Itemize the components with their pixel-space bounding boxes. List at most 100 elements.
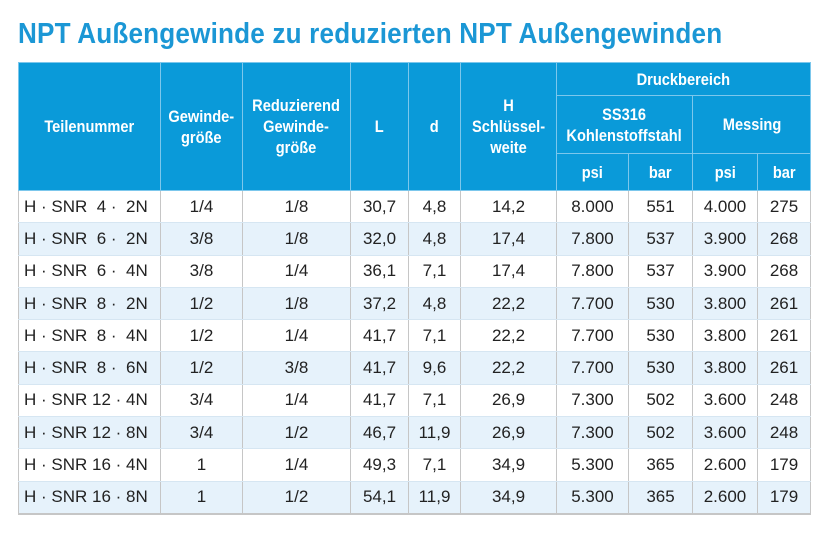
cell-diameter: 11,9: [408, 481, 461, 515]
header-psi-ss316: psi: [556, 153, 629, 191]
header-d: d: [408, 62, 461, 191]
cell-brass-bar: 275: [756, 190, 812, 224]
header-ss316: SS316 Kohlenstoffstahl: [556, 95, 693, 154]
cell-ss316-psi: 7.300: [556, 384, 629, 418]
page-title: NPT Außengewinde zu reduzierten NPT Auße…: [18, 18, 723, 50]
cell-brass-bar: 261: [756, 287, 812, 321]
cell-ss316-bar: 502: [628, 384, 693, 418]
table-row: H · SNR 4 · 2N 1/4 1/8 30,7 4,8 14,2 8.000 551 4…: [18, 190, 812, 224]
cell-thread-size: 1: [160, 448, 243, 482]
cell-ss316-psi: 7.700: [556, 287, 629, 321]
table-row: H · SNR 16 · 4N 1 1/4 49,3 7,1 34,9 5.300 365 2.…: [18, 448, 812, 482]
table-row: H · SNR 8 · 4N 1/2 1/4 41,7 7,1 22,2 7.700 530 3…: [18, 319, 812, 353]
cell-length: 49,3: [350, 448, 409, 482]
cell-ss316-psi: 7.800: [556, 222, 629, 256]
cell-ss316-bar: 365: [628, 481, 693, 515]
cell-reduced-thread-size: 1/4: [242, 255, 351, 288]
cell-ss316-psi: 5.300: [556, 448, 629, 482]
cell-length: 36,1: [350, 255, 409, 288]
cell-ss316-bar: 502: [628, 416, 693, 450]
cell-length: 30,7: [350, 190, 409, 224]
cell-length: 54,1: [350, 481, 409, 515]
cell-wrench-size: 14,2: [460, 190, 557, 224]
cell-ss316-bar: 530: [628, 319, 693, 353]
cell-thread-size: 1/4: [160, 190, 243, 224]
cell-brass-psi: 3.900: [692, 255, 758, 288]
cell-reduced-thread-size: 1/2: [242, 481, 351, 515]
cell-length: 46,7: [350, 416, 409, 450]
cell-brass-psi: 3.600: [692, 384, 758, 418]
cell-thread-size: 3/4: [160, 384, 243, 418]
cell-part-number: H · SNR 12 · 4N: [18, 384, 161, 418]
cell-part-number: H · SNR 16 · 4N: [18, 448, 161, 482]
cell-wrench-size: 26,9: [460, 416, 557, 450]
cell-ss316-bar: 551: [628, 190, 693, 224]
cell-brass-psi: 3.800: [692, 351, 758, 385]
cell-diameter: 4,8: [408, 190, 461, 224]
cell-brass-bar: 268: [756, 222, 812, 256]
cell-ss316-psi: 7.300: [556, 416, 629, 450]
header-psi-brass: psi: [692, 153, 758, 191]
cell-brass-psi: 3.600: [692, 416, 758, 450]
cell-part-number: H · SNR 16 · 8N: [18, 481, 161, 515]
cell-ss316-bar: 365: [628, 448, 693, 482]
cell-thread-size: 3/4: [160, 416, 243, 450]
cell-length: 37,2: [350, 287, 409, 321]
cell-brass-psi: 3.800: [692, 287, 758, 321]
table-row: H · SNR 16 · 8N 1 1/2 54,1 11,9 34,9 5.300 365 2…: [18, 481, 812, 515]
cell-brass-bar: 179: [756, 481, 812, 515]
cell-reduced-thread-size: 1/4: [242, 319, 351, 353]
cell-part-number: H · SNR 8 · 6N: [18, 351, 161, 385]
table-row: H · SNR 6 · 4N 3/8 1/4 36,1 7,1 17,4 7.800 537 3…: [18, 255, 812, 288]
header-bar-ss316: bar: [628, 153, 693, 191]
cell-brass-bar: 268: [756, 255, 812, 288]
table-row: H · SNR 12 · 8N 3/4 1/2 46,7 11,9 26,9 7.300 50…: [18, 416, 812, 450]
cell-thread-size: 3/8: [160, 255, 243, 288]
cell-reduced-thread-size: 1/8: [242, 190, 351, 224]
header-wrench-size: H Schlüssel-weite: [460, 62, 557, 191]
cell-diameter: 7,1: [408, 384, 461, 418]
cell-ss316-psi: 5.300: [556, 481, 629, 515]
cell-wrench-size: 26,9: [460, 384, 557, 418]
cell-thread-size: 1/2: [160, 351, 243, 385]
cell-wrench-size: 17,4: [460, 222, 557, 256]
cell-ss316-bar: 530: [628, 287, 693, 321]
cell-ss316-psi: 7.700: [556, 319, 629, 353]
cell-part-number: H · SNR 12 · 8N: [18, 416, 161, 450]
parts-table: Teilenummer Gewinde-größe Reduzierend Gew…: [18, 62, 812, 515]
header-part-number: Teilenummer: [18, 62, 161, 191]
cell-length: 41,7: [350, 351, 409, 385]
table-row: H · SNR 6 · 2N 3/8 1/8 32,0 4,8 17,4 7.800 537 3…: [18, 222, 812, 256]
cell-brass-psi: 4.000: [692, 190, 758, 224]
cell-diameter: 9,6: [408, 351, 461, 385]
cell-length: 41,7: [350, 384, 409, 418]
cell-brass-bar: 261: [756, 319, 812, 353]
cell-part-number: H · SNR 4 · 2N: [18, 190, 161, 224]
cell-thread-size: 1/2: [160, 319, 243, 353]
cell-reduced-thread-size: 1/4: [242, 384, 351, 418]
cell-ss316-bar: 537: [628, 255, 693, 288]
header-l: L: [350, 62, 409, 191]
cell-ss316-bar: 537: [628, 222, 693, 256]
header-bar-brass: bar: [756, 153, 812, 191]
cell-reduced-thread-size: 3/8: [242, 351, 351, 385]
cell-reduced-thread-size: 1/8: [242, 222, 351, 256]
cell-part-number: H · SNR 8 · 2N: [18, 287, 161, 321]
cell-ss316-bar: 530: [628, 351, 693, 385]
cell-brass-bar: 179: [756, 448, 812, 482]
cell-thread-size: 1: [160, 481, 243, 515]
cell-diameter: 7,1: [408, 255, 461, 288]
cell-diameter: 4,8: [408, 222, 461, 256]
header-brass: Messing: [691, 95, 812, 154]
table-row: H · SNR 12 · 4N 3/4 1/4 41,7 7,1 26,9 7.300 502…: [18, 384, 812, 418]
cell-diameter: 7,1: [408, 448, 461, 482]
table-row: H · SNR 8 · 2N 1/2 1/8 37,2 4,8 22,2 7.700 530 3…: [18, 287, 812, 321]
cell-reduced-thread-size: 1/4: [242, 448, 351, 482]
cell-part-number: H · SNR 8 · 4N: [18, 319, 161, 353]
cell-diameter: 11,9: [408, 416, 461, 450]
cell-brass-bar: 248: [756, 416, 812, 450]
cell-diameter: 4,8: [408, 287, 461, 321]
cell-length: 32,0: [350, 222, 409, 256]
cell-wrench-size: 34,9: [460, 481, 557, 515]
cell-ss316-psi: 7.700: [556, 351, 629, 385]
